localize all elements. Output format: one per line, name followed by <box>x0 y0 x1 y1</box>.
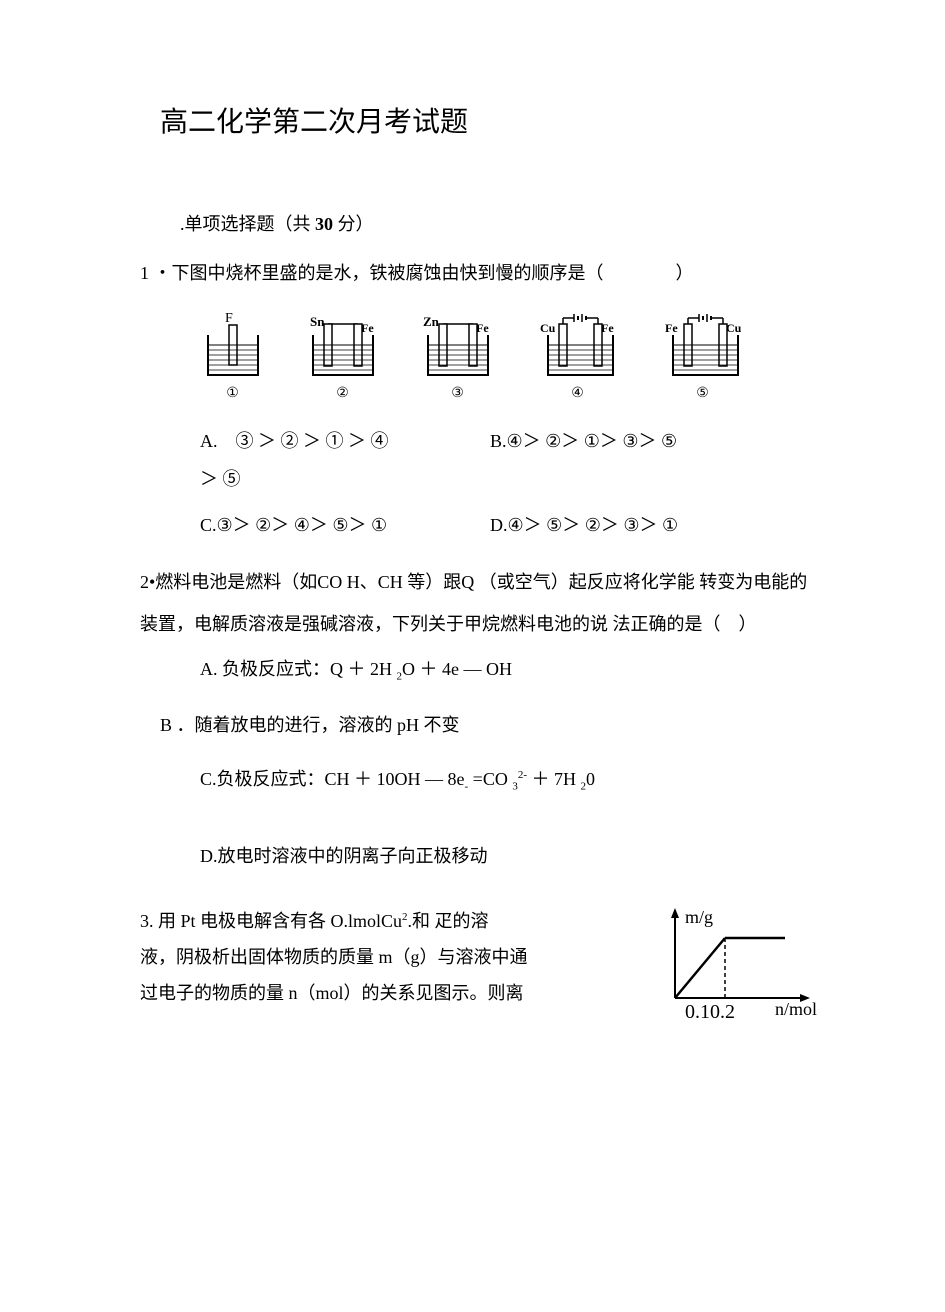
beaker-5-num: ⑤ <box>696 385 709 402</box>
q1-options-row1: A. ③ ＞ ② ＞ ① ＞ ④ B.④＞ ②＞ ①＞ ③＞ ⑤ <box>200 427 815 453</box>
q2-c-mid2: ＋ 7H <box>527 769 581 789</box>
beaker-3-svg: Zn Fe <box>413 310 503 380</box>
q3-line1-end: .和 疋的溶 <box>408 911 489 931</box>
q2-c-prefix: C.负极反应式：CH ＋ 10OH ― 8e <box>200 769 465 789</box>
q1-option-a-line2: ＞ ⑤ <box>200 465 815 491</box>
beaker-2: Sn Fe ② <box>298 310 388 402</box>
beaker-5: Fe Cu ⑤ <box>653 310 753 402</box>
svg-text:Cu: Cu <box>726 321 742 335</box>
q3-line1: 3. 用 Pt 电极电解含有各 O.lmolCu <box>140 911 402 931</box>
svg-text:F: F <box>225 311 233 326</box>
q1-option-d: D.④＞ ⑤＞ ②＞ ③＞ ① <box>490 511 780 537</box>
svg-text:Fe: Fe <box>361 321 374 335</box>
beaker-4-num: ④ <box>571 385 584 402</box>
page-title: 高二化学第二次月考试题 <box>160 100 815 140</box>
svg-text:Cu: Cu <box>540 321 556 335</box>
question-3: 3. 用 Pt 电极电解含有各 O.lmolCu2.和 疋的溶 液，阴极析出固体… <box>140 903 815 1028</box>
beaker-2-num: ② <box>336 385 349 402</box>
svg-text:Fe: Fe <box>665 321 678 335</box>
q2-c-mid: =CO <box>468 769 512 789</box>
q2-a-mid: O ＋ 4e ― OH <box>402 659 512 679</box>
q1-options-row2: C.③＞ ②＞ ④＞ ⑤＞ ① D.④＞ ⑤＞ ②＞ ③＞ ① <box>200 511 815 537</box>
q3-line3: 过电子的物质的量 n（mol）的关系见图示。则离 <box>140 983 524 1003</box>
beaker-diagrams: F ① Sn Fe ② <box>130 310 815 402</box>
section-points: 30 <box>315 214 333 234</box>
question-1: 1 ・下图中烧杯里盛的是水，铁被腐蚀由快到慢的顺序是（ ） <box>140 256 815 290</box>
q2-option-a: A. 负极反应式：Q ＋ 2H 2O ＋ 4e ― OH <box>200 655 815 683</box>
section-prefix: .单项选择题（共 <box>180 214 315 234</box>
section-suffix: 分） <box>333 214 374 234</box>
q1-option-c: C.③＞ ②＞ ④＞ ⑤＞ ① <box>200 511 490 537</box>
q2-option-c: C.负极反应式：CH ＋ 10OH ― 8e- =CO 32- ＋ 7H 20 <box>200 765 815 793</box>
q1-option-b: B.④＞ ②＞ ①＞ ③＞ ⑤ <box>490 427 780 453</box>
beaker-5-svg: Fe Cu <box>653 310 753 380</box>
q2-c-sub2: 3 <box>512 780 518 792</box>
q1-option-a-line1: A. ③ ＞ ② ＞ ① ＞ ④ <box>200 427 490 453</box>
beaker-2-svg: Sn Fe <box>298 310 388 380</box>
svg-text:Fe: Fe <box>601 321 614 335</box>
beaker-1-svg: F <box>193 310 273 380</box>
question-2: 2•燃料电池是燃料（如CO H、CH 等）跟Q （或空气）起反应将化学能 转变为… <box>140 562 815 645</box>
svg-text:Fe: Fe <box>476 321 489 335</box>
q2-c-end: 0 <box>586 769 595 789</box>
q3-line2: 液，阴极析出固体物质的质量 m（g）与溶液中通 <box>140 947 528 967</box>
q2-c-sup2: 2- <box>518 769 527 781</box>
q2-option-b: B ．随着放电的进行，溶液的 pH 不变 <box>160 711 815 737</box>
svg-text:Sn: Sn <box>310 314 325 329</box>
section-header: .单项选择题（共 30 分） <box>180 210 815 236</box>
q1-text: ・下图中烧杯里盛的是水，铁被腐蚀由快到慢的顺序是（ ） <box>154 263 694 283</box>
q3-graph-svg: m/g n/mol 0.10.2 <box>645 903 825 1023</box>
beaker-4-svg: Cu Fe <box>528 310 628 380</box>
q2-option-d: D.放电时溶液中的阴离子向正极移动 <box>200 842 815 868</box>
q1-num: 1 <box>140 263 149 283</box>
beaker-3-num: ③ <box>451 385 464 402</box>
q3-text: 3. 用 Pt 电极电解含有各 O.lmolCu2.和 疋的溶 液，阴极析出固体… <box>140 903 635 1028</box>
svg-text:n/mol: n/mol <box>775 999 817 1019</box>
beaker-3: Zn Fe ③ <box>413 310 503 402</box>
beaker-1: F ① <box>193 310 273 402</box>
beaker-4: Cu Fe ④ <box>528 310 628 402</box>
svg-text:Zn: Zn <box>423 314 440 329</box>
svg-text:m/g: m/g <box>685 907 713 927</box>
beaker-1-num: ① <box>226 385 239 402</box>
svg-text:0.10.2: 0.10.2 <box>685 1001 735 1023</box>
q2-a-prefix: A. 负极反应式：Q ＋ 2H <box>200 659 397 679</box>
q3-graph: m/g n/mol 0.10.2 <box>635 903 815 1028</box>
